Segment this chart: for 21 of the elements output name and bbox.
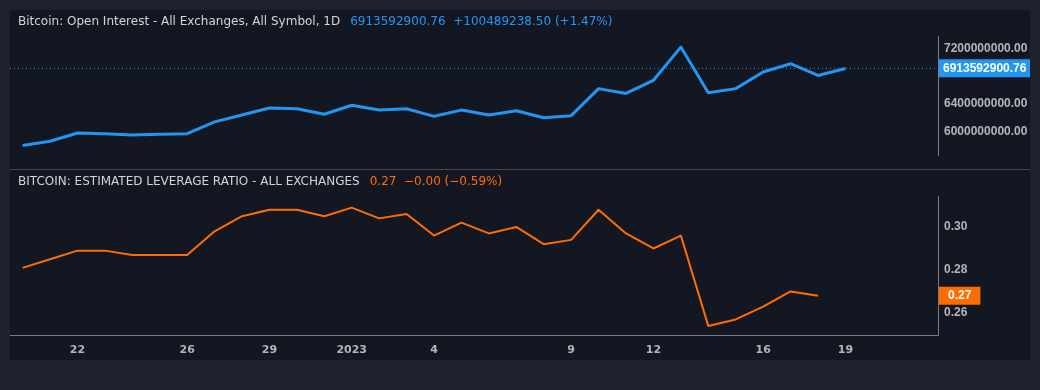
chart-title: BITCOIN: ESTIMATED LEVERAGE RATIO - ALL EXCHANGES (18, 174, 360, 189)
x-tick-label: 2023 (336, 343, 368, 357)
y-tick-label: 7200000000.00 (944, 40, 1028, 55)
y-tick-label: 6400000000.00 (944, 96, 1028, 111)
y-tick-label: 0.28 (944, 262, 968, 277)
x-tick-label: 26 (179, 343, 196, 357)
x-tick-label: 16 (755, 343, 772, 357)
x-tick-label: 29 (261, 343, 278, 357)
x-tick-label: 12 (645, 343, 662, 357)
y-tick-label: 0.30 (944, 219, 968, 234)
text: 0.27 (948, 288, 972, 303)
chart-title: Bitcoin: Open Interest - All Exchanges, All Symbol, 1D (18, 14, 341, 29)
ref-line-label: 6913592900.76 (943, 60, 1027, 75)
y-tick-label: 0.26 (944, 305, 968, 320)
chart-subtitle: 0.27 −0.00 (−0.59%) (369, 174, 503, 189)
x-tick-label: 22 (69, 343, 86, 357)
x-tick-label: 9 (567, 343, 575, 357)
x-tick-label: 4 (430, 343, 439, 357)
x-tick-label: 19 (837, 343, 854, 357)
chart-subtitle: 6913592900.76 +100489238.50 (+1.47%) (350, 14, 613, 29)
y-tick-label: 6000000000.00 (944, 123, 1028, 138)
